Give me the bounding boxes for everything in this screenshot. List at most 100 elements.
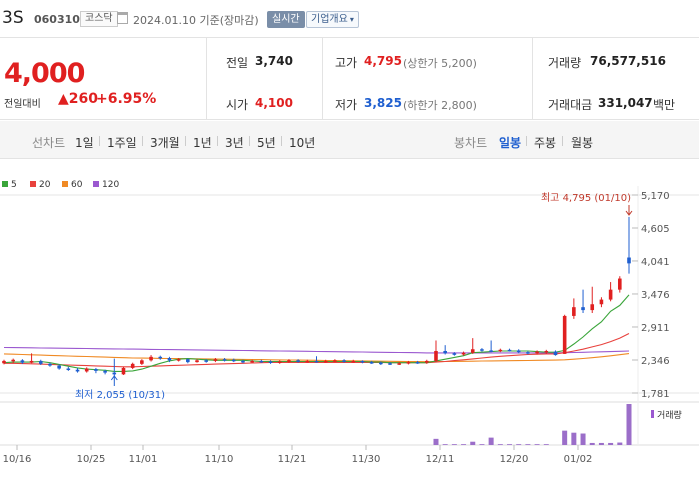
tab-weekly[interactable]: 주봉 <box>534 136 557 150</box>
market-badge: 코스닥 <box>80 11 118 27</box>
volume-bar <box>442 444 448 445</box>
candle-body <box>186 359 190 363</box>
candle-body <box>434 350 438 361</box>
candle-body <box>48 363 52 366</box>
candle-body <box>121 367 126 375</box>
candle-body <box>480 349 484 351</box>
candle-body <box>535 351 539 354</box>
chart-grid <box>0 186 699 446</box>
volume-bar <box>580 433 586 445</box>
candle-body <box>158 356 163 359</box>
candle-body <box>250 360 254 363</box>
volume-legend: 거래량 <box>657 409 682 421</box>
tab-1w[interactable]: 1주일 <box>107 136 137 150</box>
candle-body <box>176 359 181 361</box>
divider <box>249 136 250 146</box>
divider <box>99 136 100 146</box>
candle-body <box>20 360 25 363</box>
candle-body <box>489 350 493 352</box>
tab-3m[interactable]: 3개월 <box>150 136 180 150</box>
y-axis-ticks: 5,170 4,605 4,041 3,476 2,911 2,346 1,781 <box>632 191 670 400</box>
candle-body <box>415 362 420 364</box>
divider <box>562 136 563 146</box>
tab-1d[interactable]: 1일 <box>75 136 94 150</box>
candle-body <box>94 369 98 371</box>
volume-legend-swatch <box>651 410 654 418</box>
realtime-button[interactable]: 실시간 <box>267 11 305 28</box>
legend-ma60: 60 <box>62 180 82 190</box>
prev-close-label: 전일 <box>226 56 249 70</box>
candle-body <box>333 360 337 362</box>
volume-bar <box>451 444 457 445</box>
quote-panel: 4,000 전일대비 ▲260 +6.95% <box>0 38 699 120</box>
divider <box>217 136 218 146</box>
amount-label: 거래대금 <box>548 98 593 112</box>
low-value: 3,825 <box>364 96 402 110</box>
volume-bar <box>626 404 632 445</box>
candle-body <box>526 352 530 354</box>
divider <box>526 136 527 146</box>
high-arrow <box>625 205 633 216</box>
volume-bar <box>589 442 595 445</box>
tab-1y[interactable]: 1년 <box>193 136 212 150</box>
candle-body <box>590 304 595 311</box>
volume-bar <box>461 444 467 445</box>
price-chart[interactable]: 5,170 4,605 4,041 3,476 2,911 2,346 1,781 10/1… <box>0 186 699 486</box>
x-tick-label: 11/30 <box>352 454 381 465</box>
candle-body <box>57 365 61 369</box>
y-tick-label: 4,041 <box>641 257 670 268</box>
tab-daily[interactable]: 일봉 <box>499 136 522 150</box>
candle-body <box>38 360 43 364</box>
triangle-up-icon: ▲ <box>58 91 69 107</box>
change-label: 전일대비 <box>4 99 41 110</box>
tab-3y[interactable]: 3년 <box>225 136 244 150</box>
company-overview-button[interactable]: 기업개요 ▾ <box>306 11 359 28</box>
low-label: 저가 <box>335 98 358 112</box>
stock-code: 060310 <box>34 13 80 26</box>
legend-swatch <box>2 181 8 187</box>
candle-body <box>66 368 71 371</box>
candle-body <box>397 363 402 365</box>
tab-5y[interactable]: 5년 <box>257 136 276 150</box>
lower-limit: (하한가 2,800) <box>403 99 477 112</box>
x-tick-label: 11/10 <box>205 454 234 465</box>
x-tick-label: 11/21 <box>278 454 307 465</box>
candle-body <box>562 315 567 354</box>
candle-body <box>461 352 466 355</box>
candle-body <box>608 289 613 300</box>
tab-monthly[interactable]: 월봉 <box>571 136 594 150</box>
change-amount: 260 <box>68 91 99 107</box>
upper-limit: (상한가 5,200) <box>403 57 477 70</box>
stock-name[interactable]: 3S <box>2 8 24 28</box>
tab-10y[interactable]: 10년 <box>289 136 316 150</box>
candle-body <box>342 360 346 362</box>
candle-body <box>323 360 328 363</box>
legend-ma5: 5 <box>2 180 17 190</box>
volume-bar <box>562 430 568 445</box>
candle-body <box>406 362 411 364</box>
volume-bar <box>497 444 503 445</box>
date-value: 2024.01.10 <box>133 14 196 27</box>
candle-body <box>149 356 153 361</box>
volume-bar <box>507 444 513 445</box>
chart-period-tabs: 선차트 1일 1주일 3개월 1년 3년 5년 10년 봉차트 일봉 주봉 월봉 <box>0 121 699 159</box>
candle-body <box>75 369 80 372</box>
candle-body <box>351 360 356 363</box>
candle-chart-label: 봉차트 <box>454 136 488 150</box>
candles <box>2 205 633 386</box>
high-value: 4,795 <box>364 54 402 68</box>
candle-body <box>287 360 291 362</box>
divider <box>281 136 282 146</box>
candle-body <box>572 307 576 316</box>
y-tick-label: 1,781 <box>641 389 670 400</box>
volume-bar <box>516 444 522 445</box>
candle-body <box>296 360 300 362</box>
date-note: 기준(장마감) <box>199 14 259 27</box>
candle-body <box>84 368 89 372</box>
candle-body <box>516 350 521 353</box>
legend-swatch <box>93 181 99 187</box>
candle-body <box>314 360 319 363</box>
volume-bar <box>534 444 540 445</box>
candle-body <box>222 359 227 361</box>
line-ma120 <box>3 346 630 354</box>
